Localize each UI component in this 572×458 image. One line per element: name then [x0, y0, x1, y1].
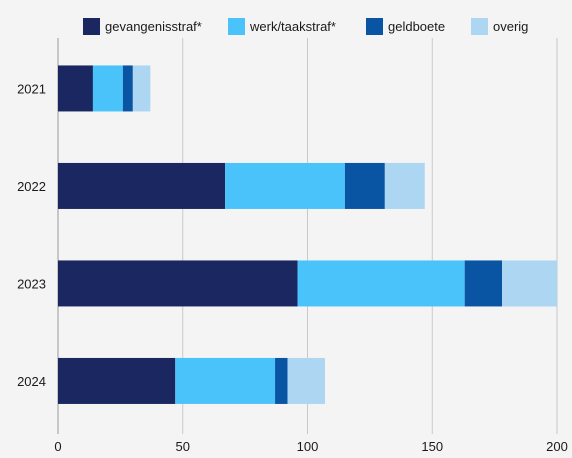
y-tick-label: 2023 — [17, 276, 46, 291]
bar-2022-geldboete — [344, 162, 385, 209]
bar-2021-overig — [132, 65, 151, 112]
bar-2021-gevangenisstraf — [58, 65, 93, 112]
y-tick-label: 2021 — [17, 81, 46, 96]
legend-swatch — [366, 18, 383, 35]
bar-2023-werktaakstraf — [297, 260, 465, 307]
y-tick-labels: 2021 2022 2023 2024 — [17, 81, 46, 389]
x-tick-label: 0 — [54, 439, 61, 453]
x-tick-label: 100 — [297, 439, 319, 453]
legend-swatch — [83, 18, 100, 35]
bar-2023-overig — [502, 260, 557, 307]
bar-2023-gevangenisstraf — [58, 260, 298, 307]
bars — [58, 65, 557, 404]
legend-label: geldboete — [388, 19, 445, 34]
bar-2021-geldboete — [122, 65, 133, 112]
legend-label: gevangenisstraf* — [105, 19, 202, 34]
legend-swatch — [228, 18, 245, 35]
bar-2022-werktaakstraf — [225, 162, 345, 209]
bar-2022-overig — [384, 162, 425, 209]
legend-swatch — [471, 18, 488, 35]
bar-2024-gevangenisstraf — [58, 357, 176, 404]
x-tick-label: 50 — [176, 439, 190, 453]
bar-2023-geldboete — [464, 260, 503, 307]
x-tick-label: 200 — [546, 439, 568, 453]
bar-2022-gevangenisstraf — [58, 162, 226, 209]
x-tick-label: 150 — [421, 439, 443, 453]
bar-2024-werktaakstraf — [175, 357, 276, 404]
legend-label: overig — [493, 19, 528, 34]
y-tick-label: 2022 — [17, 179, 46, 194]
bar-2021-werktaakstraf — [92, 65, 123, 112]
legend: gevangenisstraf* werk/taakstraf* geldboete… — [83, 18, 528, 35]
bar-2024-geldboete — [275, 357, 288, 404]
legend-label: werk/taakstraf* — [249, 19, 336, 34]
y-tick-label: 2024 — [17, 374, 46, 389]
x-tick-labels: 0 50 100 150 200 — [54, 439, 568, 454]
bar-2024-overig — [287, 357, 325, 404]
